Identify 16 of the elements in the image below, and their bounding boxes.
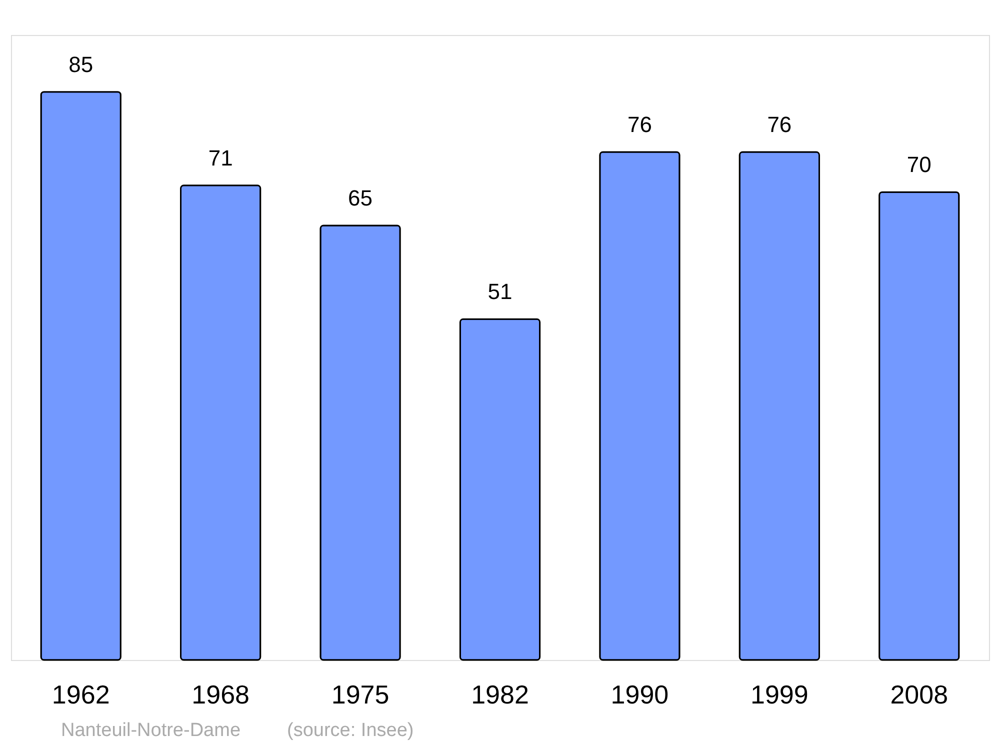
x-tick-label: 1999 bbox=[750, 680, 808, 710]
x-tick-label: 2008 bbox=[890, 680, 948, 710]
text: (source: Insee) bbox=[287, 720, 414, 741]
x-tick-label: 1975 bbox=[331, 680, 390, 710]
x-tick-label: 1962 bbox=[52, 680, 110, 710]
text: Nanteuil-Notre-Dame bbox=[61, 720, 241, 741]
x-tick-label: 1968 bbox=[192, 680, 250, 710]
data-label: 76 bbox=[767, 112, 792, 137]
x-tick-label: 1990 bbox=[610, 680, 669, 710]
data-label: 71 bbox=[208, 145, 233, 170]
data-label: 65 bbox=[348, 186, 373, 211]
data-label: 85 bbox=[68, 52, 94, 77]
data-label: 51 bbox=[488, 279, 512, 304]
x-tick-label: 1982 bbox=[471, 680, 529, 710]
data-label: 76 bbox=[627, 112, 652, 137]
data-label: 70 bbox=[906, 152, 932, 178]
